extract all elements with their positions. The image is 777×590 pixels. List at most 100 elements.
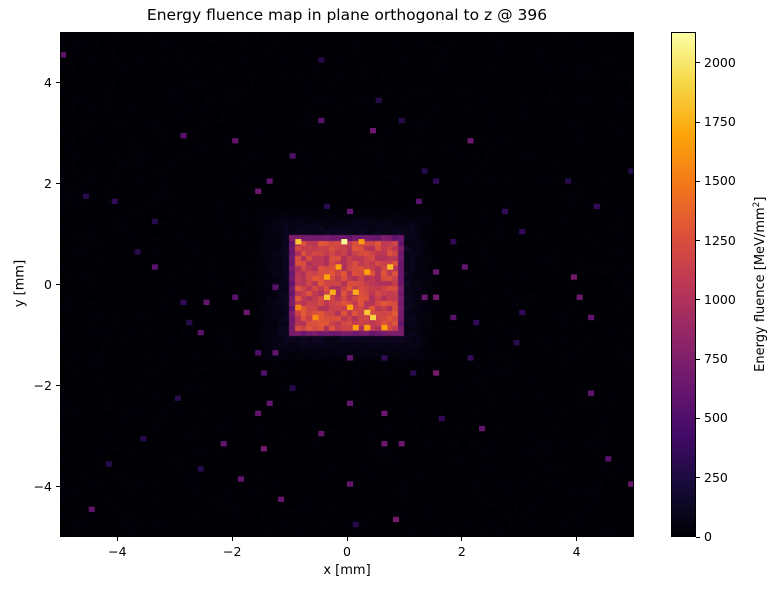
colorbar-tick	[696, 477, 700, 479]
x-axis-label: x [mm]	[323, 563, 371, 578]
y-tick-label: 4	[44, 74, 52, 90]
y-axis-label: y [mm]	[12, 259, 28, 308]
hot-bin	[364, 269, 371, 275]
sparse-bin	[381, 441, 388, 447]
sparse-bin	[266, 400, 273, 406]
x-tick	[231, 537, 233, 541]
sparse-bin	[479, 425, 486, 432]
sparse-bin	[433, 178, 440, 184]
sparse-bin	[180, 299, 187, 305]
sparse-bin	[347, 355, 354, 361]
sparse-bin	[513, 340, 520, 346]
sparse-bin	[232, 294, 239, 300]
x-tick-label: 0	[343, 544, 351, 559]
sparse-bin	[243, 309, 250, 316]
y-tick-label: −4	[33, 478, 52, 494]
sparse-bin	[565, 178, 572, 184]
sparse-bin	[501, 208, 509, 215]
sparse-bin	[450, 314, 457, 321]
sparse-bin	[467, 138, 474, 144]
x-tick	[576, 537, 578, 541]
sparse-bin	[203, 299, 210, 305]
sparse-bin	[398, 441, 405, 447]
sparse-bin	[570, 274, 577, 280]
hot-bin	[324, 294, 331, 300]
sparse-bin	[255, 350, 262, 356]
sparse-bin	[381, 355, 388, 361]
colorbar-tick	[696, 299, 700, 301]
sparse-bin	[392, 516, 399, 523]
colorbar-tick-label: 750	[704, 351, 728, 367]
sparse-bin	[318, 117, 325, 124]
sparse-bin	[220, 441, 227, 447]
x-tick-label: −4	[108, 544, 127, 559]
hot-bin	[329, 289, 336, 295]
sparse-bin	[105, 461, 112, 467]
sparse-bin	[60, 52, 67, 58]
y-tick-label: −2	[33, 377, 52, 393]
sparse-bin	[289, 153, 296, 159]
sparse-bin	[174, 395, 181, 401]
sparse-bin	[415, 198, 422, 204]
sparse-bin	[111, 198, 118, 204]
sparse-bin	[576, 294, 583, 300]
sparse-bin	[289, 385, 296, 391]
sparse-bin	[272, 284, 279, 290]
hot-bin	[352, 324, 359, 331]
sparse-bin	[519, 228, 526, 235]
sparse-bin	[347, 481, 354, 487]
y-tick	[56, 183, 60, 184]
sparse-bin	[197, 329, 204, 336]
y-tick	[56, 486, 60, 487]
hot-bin	[295, 304, 302, 311]
sparse-bin	[461, 264, 468, 270]
hot-bin	[387, 264, 394, 270]
y-tick	[56, 82, 60, 83]
colorbar-tick	[696, 417, 700, 419]
y-tick-label: 0	[44, 276, 52, 292]
sparse-bin	[272, 350, 279, 356]
y-tick-label: 2	[44, 175, 52, 191]
x-tick	[346, 537, 348, 541]
colorbar-tick-label: 1500	[704, 173, 736, 189]
hot-bin	[364, 309, 371, 316]
sparse-bin	[318, 57, 325, 63]
hot-bin	[341, 239, 348, 245]
colorbar-tick-label: 1750	[704, 114, 736, 130]
sparse-bin	[180, 133, 187, 139]
colorbar-label: Energy fluence [MeV/mm2]	[752, 184, 768, 384]
colorbar-tick	[696, 536, 700, 538]
hot-bin	[369, 314, 376, 321]
sparse-bin	[278, 496, 285, 502]
colorbar-tick-label: 1250	[704, 232, 736, 248]
hot-bin	[324, 274, 331, 280]
sparse-bin	[347, 400, 354, 406]
hot-bin	[364, 324, 371, 331]
sparse-bin	[410, 370, 417, 376]
colorbar-tick-label: 1000	[704, 291, 736, 307]
heatmap-plot-area	[60, 32, 634, 537]
sparse-bin	[318, 430, 325, 437]
hot-bin	[347, 304, 354, 311]
x-tick	[116, 537, 118, 541]
sparse-bin	[450, 239, 457, 245]
sparse-bin	[438, 415, 445, 422]
sparse-bin	[88, 506, 95, 513]
hot-bin	[295, 239, 302, 245]
sparse-bin	[628, 481, 634, 487]
sparse-bin	[82, 193, 89, 199]
sparse-bin	[473, 319, 480, 326]
sparse-bin	[467, 355, 474, 361]
colorbar-label-sup: 2	[751, 201, 762, 208]
sparse-bin	[324, 203, 331, 210]
sparse-bin	[186, 319, 193, 326]
hot-bin	[358, 239, 365, 245]
colorbar-tick-label: 2000	[704, 54, 736, 70]
colorbar-tick	[696, 62, 700, 64]
hot-bin	[335, 264, 342, 270]
x-tick	[461, 537, 463, 541]
sparse-bin	[151, 264, 158, 270]
heatmap-field	[60, 32, 634, 537]
x-tick-label: 4	[572, 544, 581, 559]
hot-bin	[381, 324, 388, 331]
